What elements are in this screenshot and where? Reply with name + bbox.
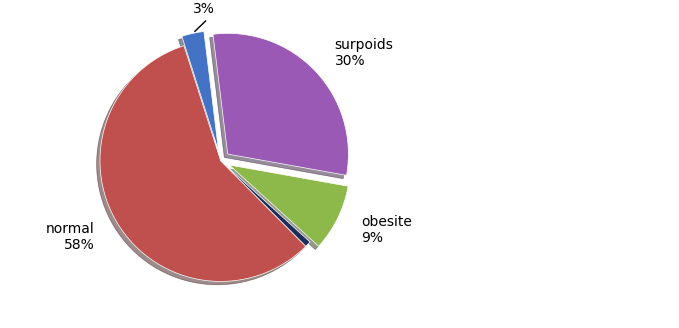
Wedge shape — [230, 165, 348, 246]
Wedge shape — [182, 31, 219, 151]
Wedge shape — [100, 46, 306, 281]
Text: insuffisance
ponderale
3%: insuffisance ponderale 3% — [193, 0, 276, 31]
Text: obesite
9%: obesite 9% — [361, 215, 412, 245]
Text: surpoids
30%: surpoids 30% — [335, 38, 394, 68]
Wedge shape — [213, 33, 348, 175]
Wedge shape — [221, 161, 310, 246]
Text: normal
58%: normal 58% — [46, 222, 95, 252]
